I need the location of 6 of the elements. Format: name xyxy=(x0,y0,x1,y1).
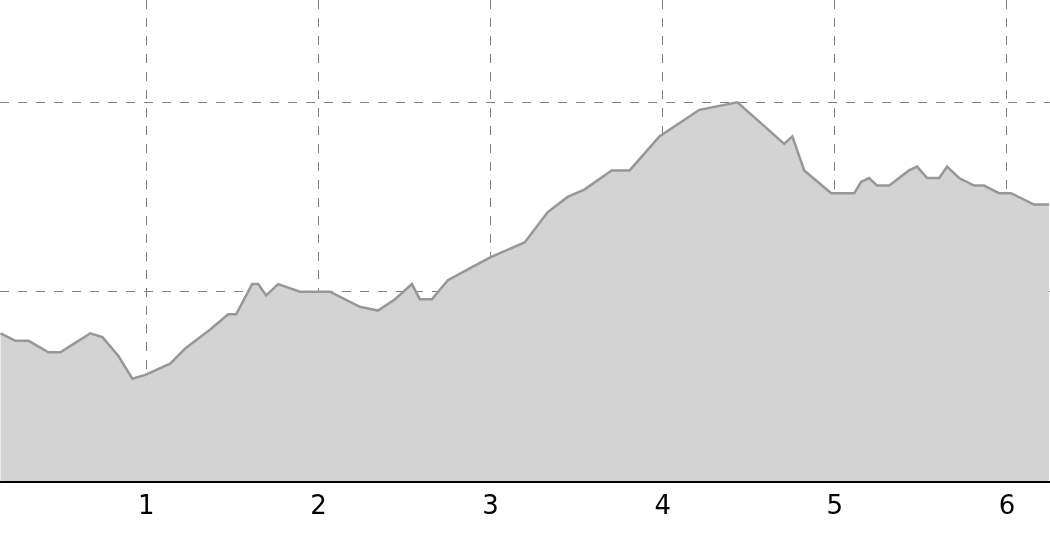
x-tick-label: 4 xyxy=(654,490,671,521)
x-tick-label: 2 xyxy=(310,490,327,521)
x-tick-label: 3 xyxy=(482,490,499,521)
x-tick-label: 5 xyxy=(826,490,844,521)
x-tick-label: 1 xyxy=(138,490,155,521)
x-tick-label: 6 xyxy=(998,490,1016,521)
